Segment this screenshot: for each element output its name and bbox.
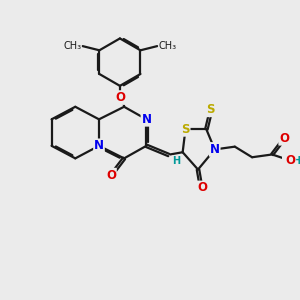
Text: O: O — [106, 169, 116, 182]
Text: N: N — [210, 143, 220, 156]
Text: S: S — [181, 123, 190, 136]
Text: H: H — [292, 156, 300, 166]
Text: CH₃: CH₃ — [63, 40, 81, 51]
Text: N: N — [141, 113, 152, 126]
Text: N: N — [94, 139, 104, 152]
Text: O: O — [197, 182, 207, 194]
Text: O: O — [115, 91, 125, 104]
Text: CH₃: CH₃ — [159, 40, 177, 51]
Text: H: H — [172, 156, 181, 166]
Text: S: S — [206, 103, 215, 116]
Text: O: O — [285, 154, 295, 167]
Text: O: O — [279, 132, 289, 145]
